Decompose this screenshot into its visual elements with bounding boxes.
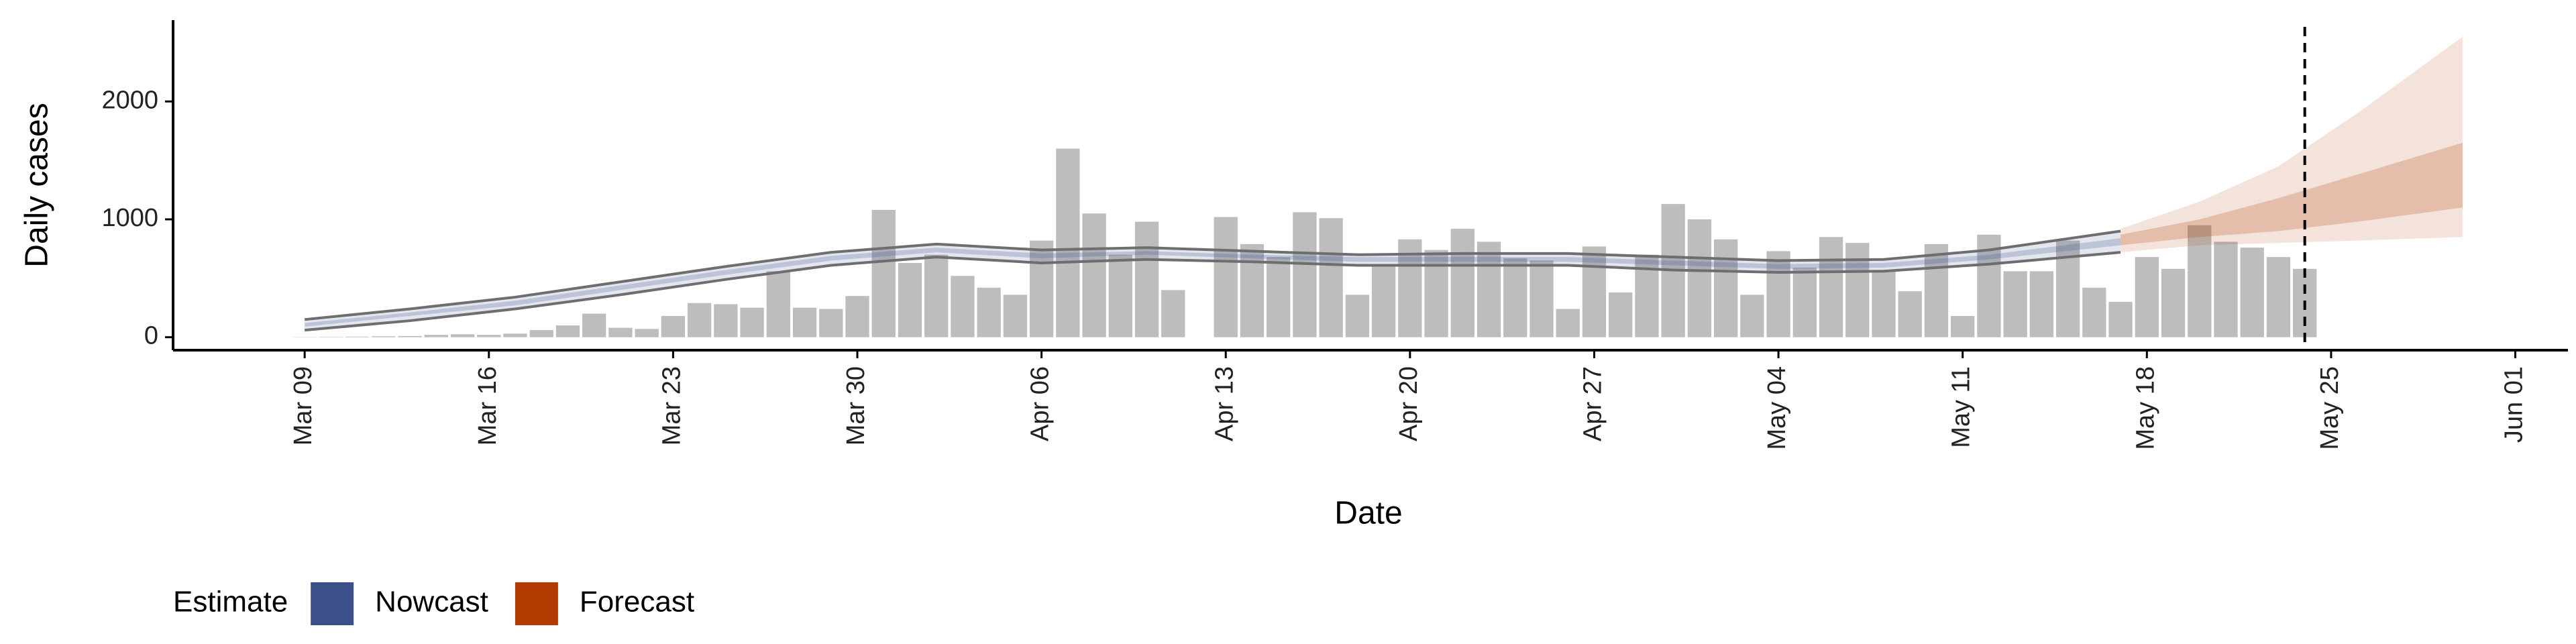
bar (2029, 271, 2054, 337)
y-tick-label: 1000 (101, 204, 158, 232)
bar (1477, 241, 1501, 337)
x-tick-label: Apr 06 (1026, 366, 1055, 441)
bar (1161, 290, 1185, 337)
bar (529, 330, 553, 337)
bar (1108, 254, 1132, 337)
bar (2161, 268, 2186, 337)
bar (1582, 246, 1607, 337)
bar (1792, 268, 1817, 337)
bar (819, 309, 843, 337)
legend-swatch (311, 582, 354, 625)
legend-label: Nowcast (375, 586, 488, 619)
legend-title: Estimate (173, 586, 288, 619)
bar (2188, 225, 2212, 337)
bar (477, 335, 501, 337)
bar (1371, 264, 1396, 337)
legend-swatch (515, 582, 558, 625)
legend-label: Forecast (580, 586, 694, 619)
bar (1056, 148, 1080, 337)
bar (2003, 271, 2027, 337)
bar (450, 334, 475, 337)
bar (714, 304, 738, 337)
ribbon-edge (304, 229, 2121, 321)
bar (372, 336, 396, 337)
ribbon-edge (304, 251, 2121, 332)
ribbon (305, 238, 2121, 327)
bar (1609, 292, 1633, 337)
bar (1872, 271, 1896, 337)
x-tick-label: Mar 23 (657, 366, 686, 445)
bar (1082, 213, 1106, 337)
bar (661, 316, 686, 337)
bar (2108, 301, 2133, 337)
bar (398, 335, 422, 337)
bar (1556, 309, 1580, 337)
bar (1924, 244, 1949, 337)
bar (1003, 294, 1028, 337)
bar (1687, 219, 1712, 337)
bar (2135, 257, 2159, 337)
bar (582, 313, 606, 337)
x-tick-label: Mar 09 (289, 366, 317, 445)
bar (2214, 241, 2238, 337)
bar (898, 262, 922, 337)
bar (1503, 258, 1527, 337)
x-axis-title: Date (1334, 496, 1402, 531)
x-tick-label: May 25 (2316, 366, 2344, 450)
x-tick-label: Apr 20 (1395, 366, 1423, 441)
bar (792, 307, 817, 337)
bar (1267, 257, 1291, 337)
x-tick-label: Apr 27 (1578, 366, 1607, 441)
bar (977, 287, 1001, 337)
y-axis-title: Daily cases (19, 103, 55, 267)
bar (687, 303, 712, 337)
bar (1450, 229, 1474, 337)
bar (951, 276, 975, 337)
bar (2240, 248, 2264, 337)
bar (1240, 244, 1265, 337)
x-tick-label: Apr 13 (1210, 366, 1238, 441)
bar (1819, 237, 1843, 337)
y-tick-label: 0 (144, 322, 158, 350)
bar (766, 271, 790, 337)
bar (2266, 257, 2291, 337)
x-tick-label: May 11 (1947, 366, 1976, 448)
bar (1740, 294, 1764, 337)
bar (924, 254, 949, 337)
ribbon (2121, 36, 2463, 253)
bar (424, 335, 448, 337)
bar (1134, 221, 1159, 337)
bar (1766, 251, 1790, 337)
bar (635, 329, 659, 337)
x-tick-label: May 18 (2131, 366, 2159, 450)
bar (740, 307, 764, 337)
bar (503, 333, 527, 337)
x-tick-label: Mar 16 (474, 366, 502, 445)
bar (1713, 239, 1738, 337)
bar (1845, 243, 1870, 337)
bar (555, 325, 580, 337)
ribbon (2121, 142, 2463, 246)
x-tick-label: May 04 (1763, 366, 1791, 450)
bar (1898, 291, 1922, 337)
bar (1029, 240, 1054, 337)
bar (1214, 217, 1238, 337)
bar (1345, 294, 1370, 337)
x-tick-label: Mar 30 (842, 366, 870, 445)
bar (1951, 316, 1975, 337)
bar (1319, 218, 1343, 337)
x-tick-label: Jun 01 (2500, 366, 2528, 443)
bar (2082, 287, 2106, 337)
bar (1293, 212, 1317, 337)
y-tick-label: 2000 (101, 86, 158, 114)
bar (1529, 260, 1554, 337)
bar (845, 296, 869, 337)
bar (1398, 239, 1422, 337)
bar (871, 209, 896, 337)
bar (608, 327, 633, 337)
